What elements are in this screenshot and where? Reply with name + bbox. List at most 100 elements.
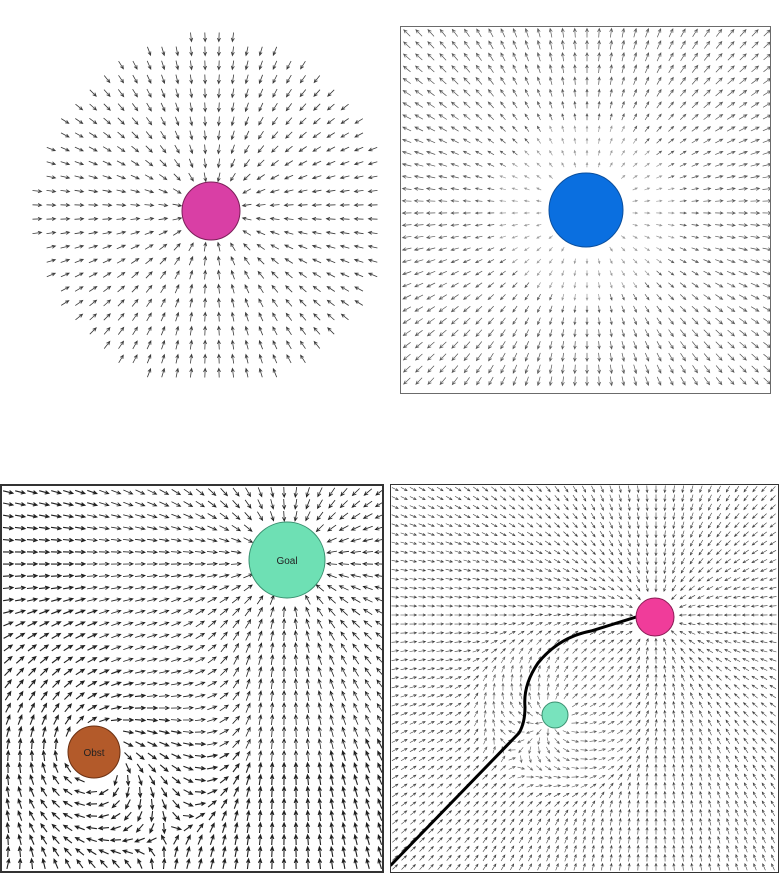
field-arrow [698,674,704,681]
field-arrow [727,114,736,120]
field-arrow [475,76,483,85]
field-arrow [482,836,488,843]
field-arrow [699,772,703,781]
field-arrow [40,834,48,845]
field-arrow [39,655,49,664]
field-arrow [508,766,516,770]
field-arrow [110,561,122,567]
field-arrow [750,211,761,215]
field-arrow [87,609,98,615]
field-arrow [439,377,447,386]
field-arrow [258,116,264,126]
field-arrow [725,494,731,502]
field-arrow [203,102,207,113]
field-arrow [255,216,266,221]
field-arrow [762,845,766,853]
field-arrow [591,826,595,835]
field-arrow [464,827,470,834]
field-arrow [760,577,768,581]
field-arrow [312,117,321,125]
field-arrow [645,701,649,709]
field-arrow [726,126,736,132]
field-arrow [401,828,408,834]
field-arrow [644,199,651,203]
field-arrow [85,801,98,807]
field-arrow [582,485,587,493]
field-arrow [511,175,518,179]
field-arrow [536,531,543,537]
field-arrow [523,175,530,179]
field-arrow [472,640,481,644]
field-arrow [60,272,70,278]
field-arrow [535,559,543,563]
field-arrow [546,845,550,853]
field-arrow [341,690,347,701]
field-arrow [367,189,378,194]
field-arrow [189,367,194,378]
field-arrow [472,568,481,572]
field-arrow [462,199,471,203]
field-arrow [580,730,589,734]
field-arrow [401,162,412,167]
field-arrow [353,857,358,870]
field-arrow [409,640,418,644]
field-arrow [739,365,747,373]
field-arrow [98,788,109,796]
field-arrow [703,247,712,251]
field-arrow [400,694,408,698]
field-arrow [437,845,443,852]
field-arrow [717,835,721,844]
field-arrow [715,329,723,337]
field-arrow [762,174,770,179]
field-arrow [312,160,322,166]
field-arrow [762,114,770,120]
field-arrow [450,259,459,263]
field-arrow [597,137,601,144]
field-arrow [438,175,448,179]
field-arrow [654,521,658,530]
field-arrow [598,739,607,743]
field-arrow [699,862,703,871]
field-arrow [501,700,505,709]
field-arrow [445,486,453,492]
field-arrow [573,364,577,375]
field-arrow [703,270,712,276]
field-arrow [144,189,155,194]
field-arrow [392,846,399,852]
field-arrow [409,586,418,590]
field-arrow [528,682,532,691]
field-arrow [172,788,181,797]
field-arrow [217,116,221,127]
field-arrow [667,199,675,203]
field-arrow [425,259,436,264]
field-arrow [298,160,308,166]
field-arrow [123,645,134,650]
field-arrow [633,293,638,301]
field-arrow [243,243,251,251]
field-arrow [451,329,459,337]
field-arrow [27,632,38,640]
field-arrow [483,737,487,745]
field-arrow [464,863,470,870]
field-arrow [608,657,615,663]
field-arrow [450,235,459,239]
field-arrow [50,561,63,567]
field-arrow [62,537,75,543]
field-arrow [645,844,649,853]
field-arrow [87,859,96,869]
field-arrow [537,746,541,755]
field-arrow [585,376,589,387]
field-arrow [189,32,194,43]
field-arrow [455,765,462,771]
field-arrow [418,721,426,725]
field-arrow [427,694,436,698]
field-arrow [171,669,182,674]
field-arrow [171,826,183,831]
field-arrow [509,504,516,510]
field-arrow [283,189,294,194]
field-arrow [607,765,615,771]
field-arrow [725,701,731,708]
field-arrow [400,622,409,626]
field-arrow [680,341,687,350]
field-arrow [272,88,278,98]
